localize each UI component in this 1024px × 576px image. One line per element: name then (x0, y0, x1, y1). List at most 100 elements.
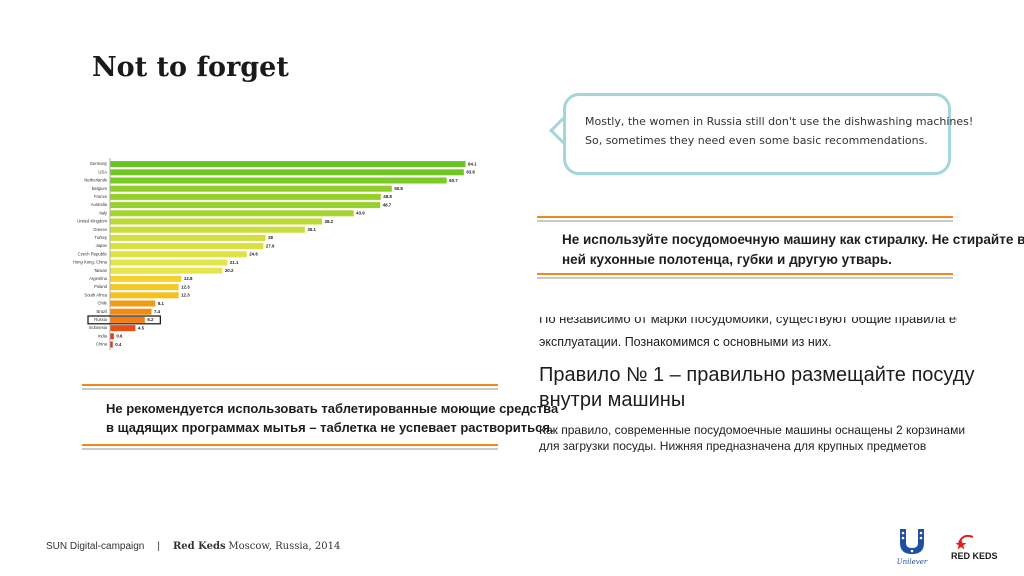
chart-bar (110, 177, 447, 184)
chart-bar (110, 218, 323, 225)
notice-bottom-rule-gray (537, 277, 953, 279)
chart-category-label: Brazil (97, 309, 108, 314)
chart-bar (110, 259, 228, 266)
chart-value-label: 48.8 (383, 194, 392, 199)
chart-value-label: 35.1 (307, 227, 316, 232)
chart-value-label: 12.3 (181, 284, 190, 289)
chart-category-label: Hong Kong, China (73, 260, 108, 265)
footer-separator: | (157, 541, 160, 552)
article-cut-line-text: По независимо от марки посудомойки, суще… (539, 317, 957, 326)
chart-value-label: 21.1 (230, 260, 239, 265)
chart-category-label: Indonesia (89, 325, 108, 330)
chart-bar (110, 341, 113, 348)
chart-category-label: United Kingdom (77, 219, 107, 224)
chart-bar (110, 210, 354, 217)
chart-category-label: Czech Republic (78, 251, 107, 256)
notice-laundry-line-1: Не используйте посудомоечную машину как … (562, 232, 1024, 247)
chart-value-label: 60.7 (449, 178, 458, 183)
chart-value-label: 7.4 (154, 309, 161, 314)
chart-bar (110, 234, 266, 241)
speech-bubble (563, 93, 951, 175)
chart-category-label: South Africa (84, 292, 107, 297)
chart-value-label: 12.8 (184, 276, 193, 281)
red-keds-logo-text: RED KEDS (951, 551, 998, 561)
chart-bar (110, 161, 466, 168)
footer: SUN Digital-campaign | Red Keds Moscow, Ru… (46, 541, 340, 552)
chart-bar (110, 316, 145, 323)
chart-category-label: France (94, 194, 108, 199)
chart-category-label: Russia (94, 317, 107, 322)
chart-bar (110, 308, 152, 315)
chart-highlight-box (87, 315, 161, 325)
chart-category-label: USA (98, 169, 107, 174)
chart-value-label: 4.5 (138, 325, 145, 330)
chart-bar (110, 169, 464, 176)
chart-category-label: Poland (94, 284, 108, 289)
chart-category-label: India (98, 333, 108, 338)
article-body-2: для загрузки посуды. Нижняя предназначен… (539, 439, 927, 452)
chart-category-label: Germany (90, 161, 108, 166)
chart-value-label: 28 (268, 235, 273, 240)
notice-laundry-line-2: ней кухонные полотенца, губки и другую у… (562, 252, 892, 267)
chart-caption-top-rule-gray (82, 388, 498, 390)
chart-value-label: 6.2 (147, 317, 154, 322)
chart-value-label: 8.1 (158, 301, 165, 306)
chart-category-label: China (96, 342, 108, 347)
chart-bar (110, 185, 392, 192)
chart-category-label: Belgium (92, 186, 108, 191)
chart-value-label: 64.1 (468, 161, 477, 166)
chart-value-label: 43.9 (356, 211, 365, 216)
chart-category-label: Argentina (89, 276, 108, 281)
chart-bar (110, 243, 264, 250)
chart-category-label: Netherlands (84, 178, 107, 183)
chart-value-label: 38.2 (325, 219, 334, 224)
article-rule-title-2: внутри машины (539, 389, 686, 411)
page-title: Not to forget (92, 52, 289, 83)
article-body-1: Как правило, современные посудомоечные м… (539, 423, 966, 437)
chart-value-label: 12.3 (181, 293, 190, 298)
chart-caption-bottom-rule-gray (82, 448, 498, 450)
chart-category-label: Taiwan (94, 268, 108, 273)
article-intro: эксплуатации. Познакомимся с основными и… (539, 335, 832, 349)
unilever-logo: Unilever (897, 529, 928, 566)
article-cut-line: По независимо от марки посудомойки, суще… (537, 317, 957, 331)
chart-category-label: Greece (93, 227, 107, 232)
chart-value-label: 0.6 (116, 334, 123, 339)
dishwasher-penetration-bar-chart: Germany 64.1 USA 63.8 Netherlands 60.7 Belgium… (73, 158, 477, 350)
chart-category-label: Japan (96, 243, 108, 248)
chart-bar (110, 226, 305, 233)
chart-bar (110, 284, 179, 291)
chart-bar (110, 300, 156, 307)
speech-bubble-text: Mostly, the women in Russia still don't … (585, 112, 974, 150)
chart-value-label: 48.7 (383, 202, 392, 207)
chart-bar (110, 193, 381, 200)
notice-bottom-rule (537, 273, 953, 275)
chart-value-label: 24.6 (249, 252, 258, 257)
speech-bubble-line-1: Mostly, the women in Russia still don't … (585, 115, 974, 128)
chart-bar (110, 267, 223, 274)
chart-bar (110, 292, 179, 299)
chart-category-label: Chile (97, 301, 107, 306)
footer-campaign: SUN Digital-campaign (46, 541, 145, 552)
notice-tablets-line-2: в щадящих программах мытья – таблетка не… (106, 420, 554, 435)
notice-tablets-line-1: Не рекомендуется использовать таблетиров… (106, 401, 559, 416)
speech-bubble-line-2: So, sometimes they need even some basic … (585, 134, 928, 147)
chart-caption-top-rule (82, 384, 498, 386)
notice-top-rule (537, 216, 953, 218)
unilever-logo-text: Unilever (897, 558, 928, 566)
chart-bar (110, 325, 136, 332)
chart-value-label: 50.8 (394, 186, 403, 191)
chart-category-label: Italy (99, 210, 108, 215)
footer-brand: Red Keds (172, 541, 226, 552)
chart-bar (110, 251, 247, 258)
chart-caption-bottom-rule (82, 444, 498, 446)
notice-top-rule-gray (537, 220, 953, 222)
chart-value-label: 20.2 (225, 268, 234, 273)
article-body-2-cut: для загрузки посуды. Нижняя предназначен… (537, 439, 957, 452)
chart-category-label: Australia (91, 202, 108, 207)
red-keds-star-icon (955, 534, 974, 550)
chart-value-label: 0.4 (115, 342, 122, 347)
chart-bar (110, 202, 381, 209)
chart-value-label: 63.8 (466, 170, 475, 175)
chart-value-label: 27.6 (266, 243, 275, 248)
